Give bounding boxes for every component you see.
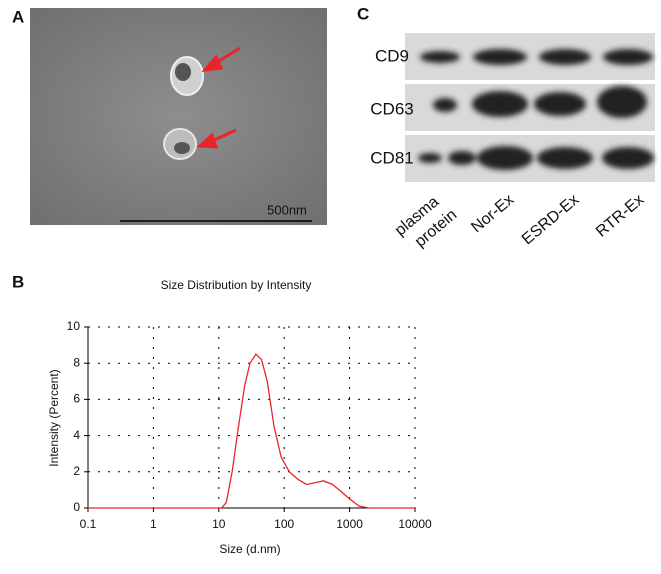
lane-label: Nor-Ex bbox=[468, 191, 517, 236]
panel-label: B bbox=[12, 272, 24, 291]
x-tick-label: 1000 bbox=[336, 517, 363, 531]
panel-label: C bbox=[357, 4, 369, 23]
lane-label: RTR-Ex bbox=[593, 191, 647, 240]
y-tick-label: 8 bbox=[73, 355, 80, 369]
arrow bbox=[196, 46, 241, 149]
x-tick-label: 100 bbox=[274, 517, 294, 531]
chart-title: Size Distribution by Intensity bbox=[161, 278, 312, 292]
panel-label: A bbox=[12, 7, 24, 26]
y-axis-label: Intensity (Percent) bbox=[47, 369, 61, 466]
row-label: CD81 bbox=[370, 148, 413, 167]
x-tick-label: 10 bbox=[212, 517, 226, 531]
y-tick-label: 10 bbox=[67, 319, 81, 333]
y-tick-label: 6 bbox=[73, 392, 80, 406]
blot bbox=[405, 33, 655, 182]
x-tick-label: 10000 bbox=[398, 517, 432, 531]
vesicle bbox=[163, 56, 204, 160]
row-label: CD9 bbox=[375, 46, 409, 65]
x-tick-label: 0.1 bbox=[80, 517, 97, 531]
y-tick-label: 0 bbox=[73, 500, 80, 514]
x-tick-label: 1 bbox=[150, 517, 157, 531]
x-axis-label: Size (d.nm) bbox=[219, 542, 280, 556]
scale-bar-label: 500nm bbox=[267, 202, 307, 217]
y-tick-label: 2 bbox=[73, 464, 80, 478]
row-label: CD63 bbox=[370, 99, 413, 118]
sem-image bbox=[30, 8, 327, 225]
lane-label: ESRD-Ex bbox=[519, 191, 582, 248]
data-line bbox=[88, 353, 415, 509]
y-tick-label: 4 bbox=[73, 428, 80, 442]
